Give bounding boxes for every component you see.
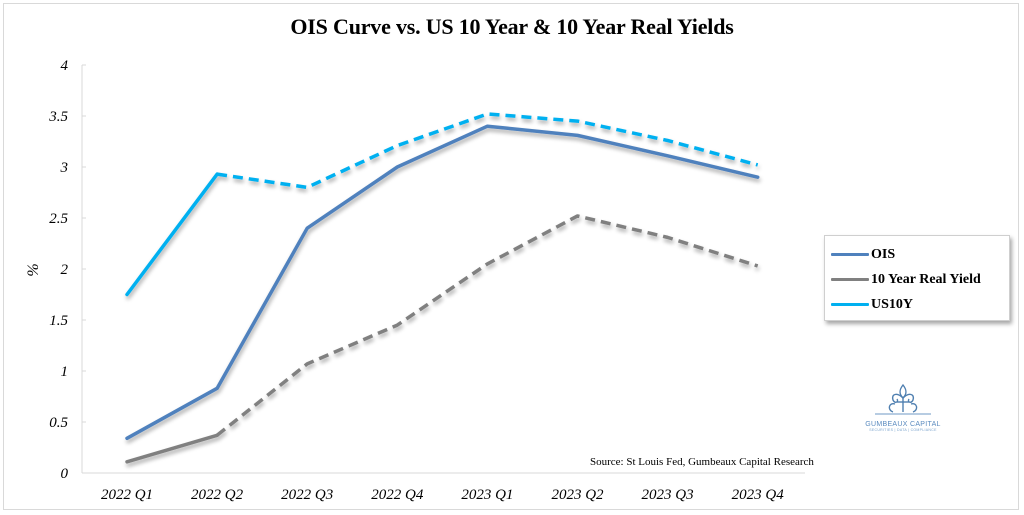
legend-label: 10 Year Real Yield [871, 271, 981, 287]
legend-item-ois: OIS [825, 242, 1009, 267]
y-tick-label: 1 [61, 364, 69, 380]
series-us10y [125, 112, 759, 297]
series-line-solid [125, 124, 760, 441]
series-line-dashed [216, 214, 759, 437]
x-tick-label: 2022 Q3 [281, 487, 333, 503]
y-tick-label: 3 [60, 160, 69, 176]
y-tick-label: 0 [61, 466, 69, 482]
y-tick-label: 4 [61, 58, 69, 74]
legend-label: US10Y [871, 296, 914, 312]
y-tick-label: 2 [61, 262, 69, 278]
logo-name: GUMBEAUX CAPITAL [865, 421, 941, 428]
legend: OIS 10 Year Real Yield US10Y [824, 235, 1010, 321]
legend-swatch-real-yield [831, 278, 869, 281]
x-tick-label: 2022 Q4 [371, 487, 424, 503]
legend-item-us10y: US10Y [825, 292, 1009, 317]
y-tick-label: 0.5 [49, 415, 68, 431]
series-line-solid [125, 172, 219, 297]
legend-swatch-us10y [831, 303, 869, 306]
y-tick-label: 1.5 [49, 313, 68, 329]
x-tick-label: 2023 Q4 [732, 487, 785, 503]
x-tick-label: 2022 Q2 [191, 487, 244, 503]
legend-item-real-yield: 10 Year Real Yield [825, 267, 1009, 292]
source-note: Source: St Louis Fed, Gumbeaux Capital R… [590, 456, 814, 468]
series-10-year-real-yield [125, 214, 759, 464]
x-tick-label: 2023 Q1 [461, 487, 513, 503]
series-ois [125, 124, 760, 441]
fleur-de-lis-icon [875, 383, 931, 415]
legend-swatch-ois [831, 253, 869, 256]
legend-label: OIS [871, 246, 896, 262]
series-line-solid [125, 433, 219, 464]
y-tick-label: 3.5 [48, 109, 68, 125]
company-logo: GUMBEAUX CAPITAL SECURITIES | DATA | COM… [858, 382, 948, 432]
logo-tagline: SECURITIES | DATA | COMPLIANCE [869, 428, 937, 432]
y-axis-label: % [25, 263, 42, 276]
x-tick-label: 2023 Q3 [642, 487, 694, 503]
x-tick-label: 2022 Q1 [101, 487, 153, 503]
y-tick-label: 2.5 [49, 211, 68, 227]
x-tick-label: 2023 Q2 [551, 487, 604, 503]
chart-title: OIS Curve vs. US 10 Year & 10 Year Real … [290, 14, 734, 39]
